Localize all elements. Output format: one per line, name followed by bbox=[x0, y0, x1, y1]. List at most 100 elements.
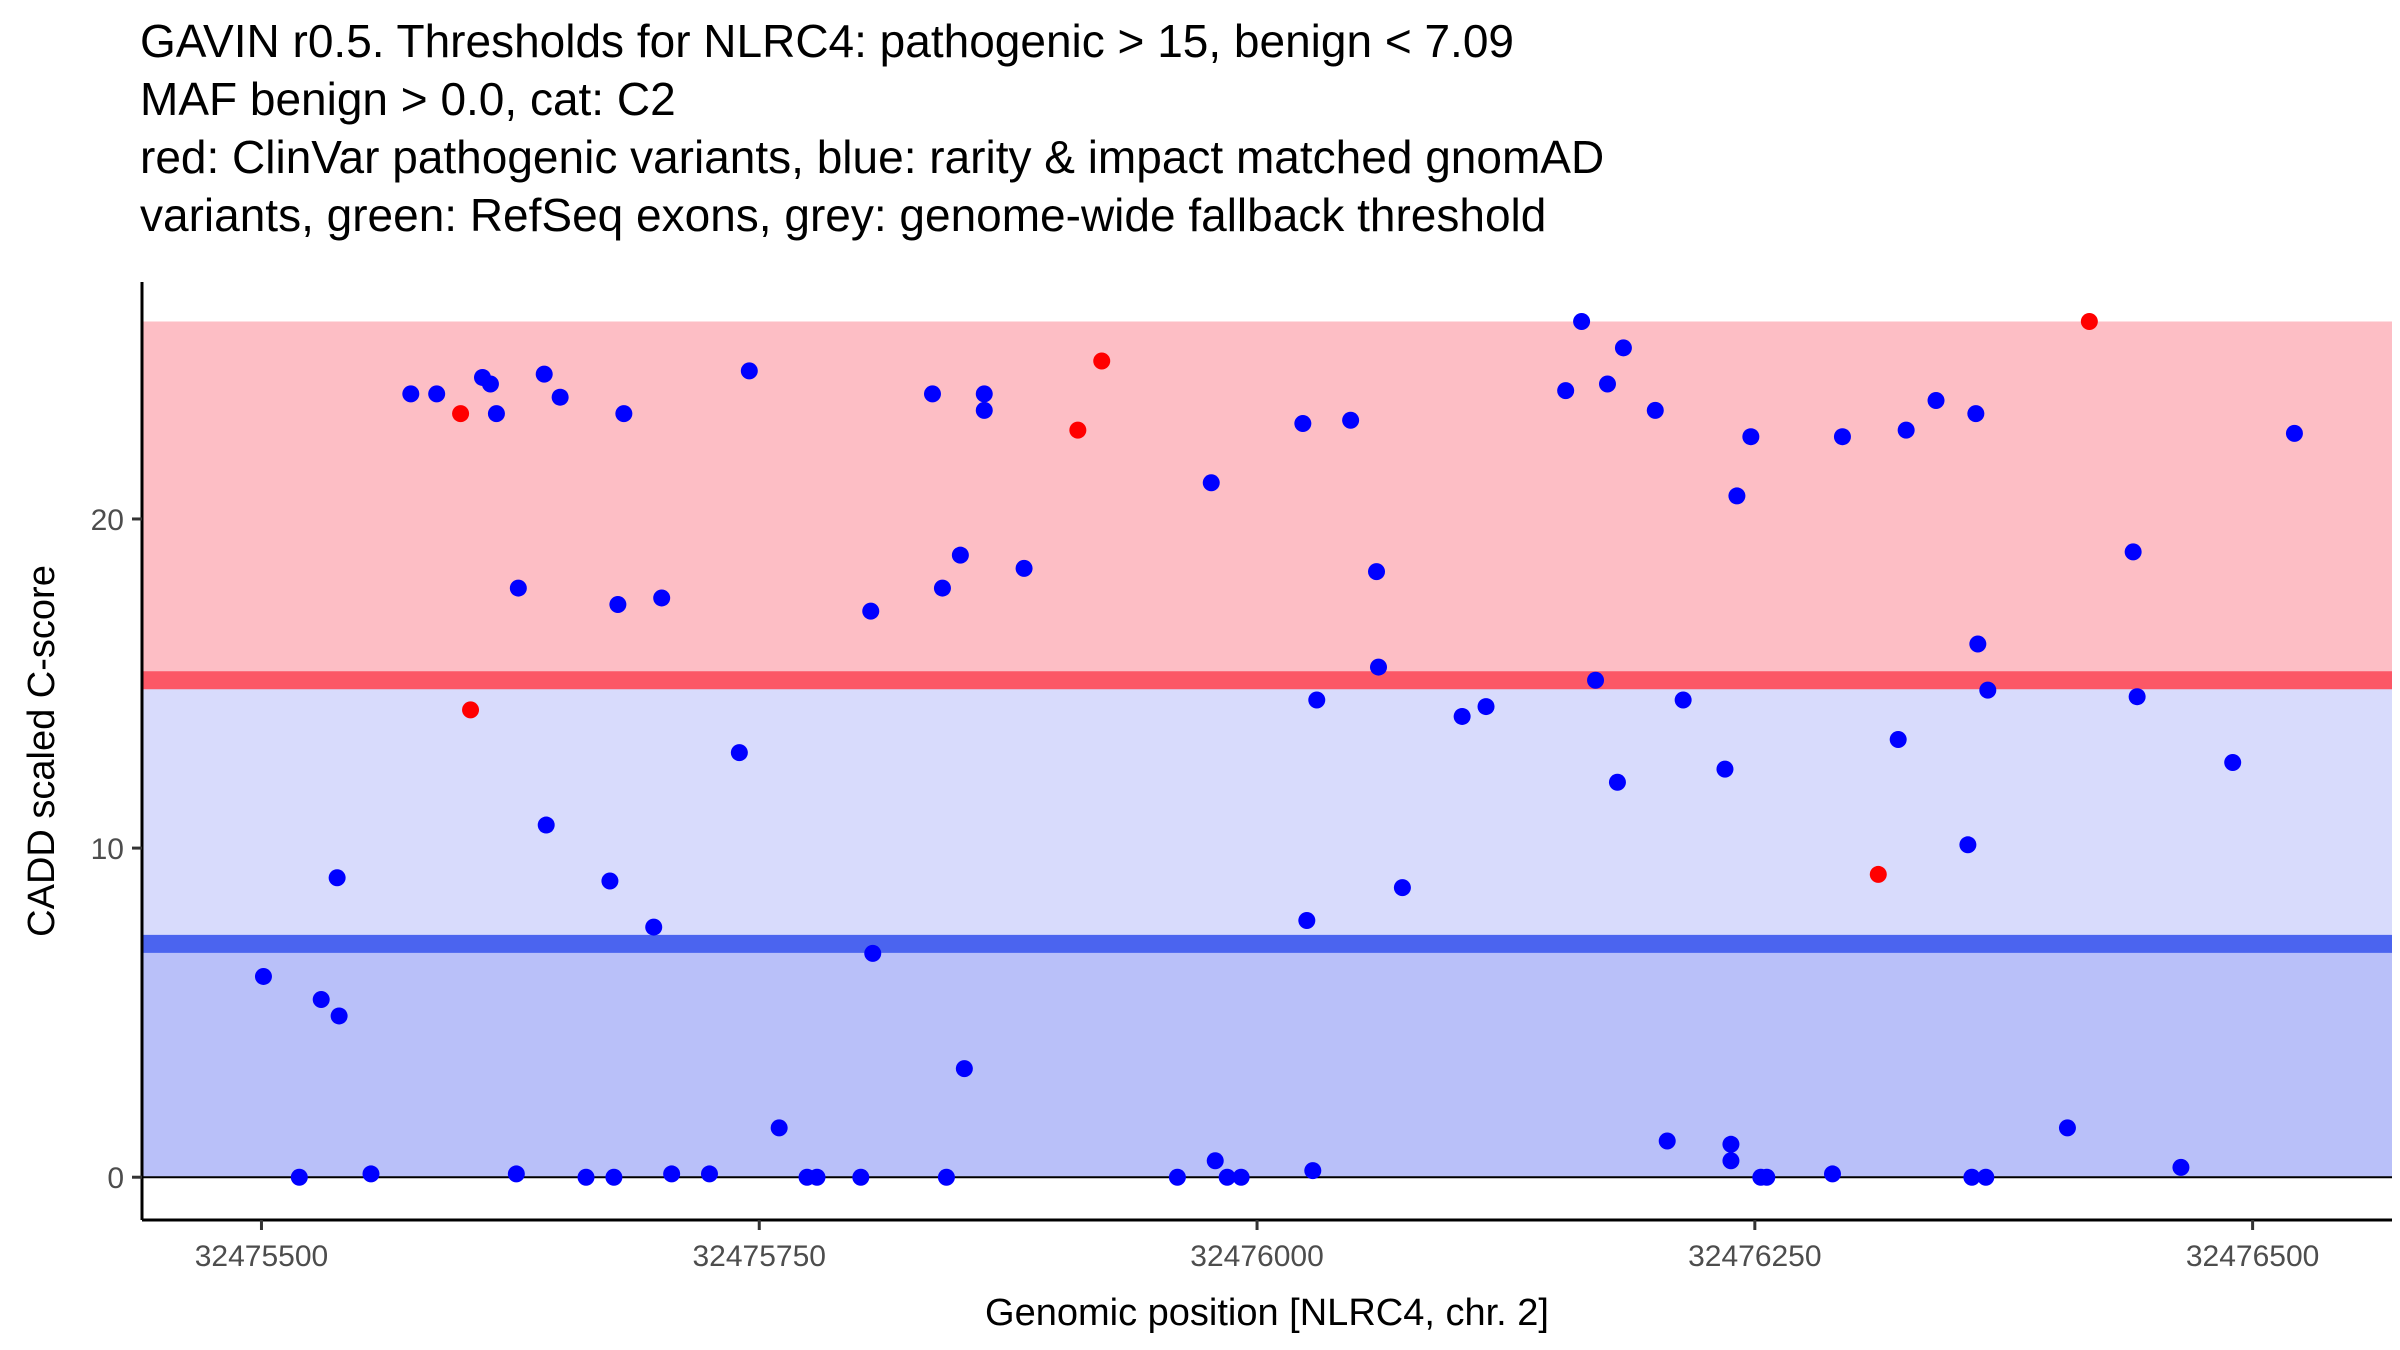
clinvar-point bbox=[1093, 352, 1111, 370]
gnomad-point bbox=[1963, 1168, 1981, 1186]
x-tick-label: 32475750 bbox=[693, 1240, 826, 1273]
gnomad-point bbox=[537, 816, 555, 834]
x-tick-label: 32475500 bbox=[195, 1240, 328, 1273]
gnomad-point bbox=[770, 1119, 788, 1137]
gnomad-point bbox=[290, 1168, 308, 1186]
gnomad-point bbox=[1308, 691, 1326, 709]
gnomad-point bbox=[1833, 428, 1851, 446]
gnomad-point bbox=[2285, 424, 2303, 442]
gnomad-point bbox=[362, 1165, 380, 1183]
gnomad-point bbox=[1674, 691, 1692, 709]
gnomad-point bbox=[1557, 382, 1575, 400]
gnomad-point bbox=[1368, 563, 1386, 581]
gnomad-point bbox=[1370, 658, 1388, 676]
data-points bbox=[254, 312, 2303, 1186]
gnomad-point bbox=[955, 1060, 973, 1078]
y-tick-label: 10 bbox=[91, 833, 124, 866]
gnomad-point bbox=[402, 385, 420, 403]
gnomad-point bbox=[2128, 688, 2146, 706]
gnomad-point bbox=[1728, 487, 1746, 505]
gnomad-point bbox=[1927, 391, 1945, 409]
gnomad-point bbox=[937, 1168, 955, 1186]
gnomad-point bbox=[1722, 1152, 1740, 1170]
gnomad-point bbox=[1393, 879, 1411, 897]
x-axis-label: Genomic position [NLRC4, chr. 2] bbox=[985, 1292, 1549, 1334]
gnomad-point bbox=[975, 401, 993, 419]
gnomad-point bbox=[609, 596, 627, 614]
gnomad-point bbox=[551, 388, 569, 406]
gnomad-point bbox=[2124, 543, 2142, 561]
gnomad-point bbox=[700, 1165, 718, 1183]
gnomad-point bbox=[535, 365, 553, 383]
gnomad-point bbox=[1967, 405, 1985, 423]
y-axis-label: CADD scaled C-score bbox=[21, 565, 63, 937]
x-tick-label: 32476500 bbox=[2186, 1240, 2319, 1273]
gnomad-point bbox=[1218, 1168, 1236, 1186]
gnomad-point bbox=[645, 918, 663, 936]
gnomad-point bbox=[1342, 411, 1360, 429]
gnomad-point bbox=[1573, 312, 1591, 330]
gnomad-point bbox=[1232, 1168, 1250, 1186]
gnomad-point bbox=[1587, 671, 1605, 689]
gnomad-point bbox=[1598, 375, 1616, 393]
benign-band bbox=[142, 943, 2392, 1178]
gnomad-point bbox=[487, 405, 505, 423]
gnomad-point bbox=[1646, 401, 1664, 419]
gnomad-point bbox=[862, 602, 880, 620]
gnomad-point bbox=[852, 1168, 870, 1186]
gnomad-point bbox=[933, 579, 951, 597]
gnomad-point bbox=[1294, 415, 1312, 433]
axes: 32475500 32475750 32476000 32476250 32476500… bbox=[91, 282, 2392, 1273]
gnomad-point bbox=[730, 744, 748, 762]
gnomad-point bbox=[808, 1168, 826, 1186]
intermediate-band bbox=[142, 680, 2392, 944]
gnomad-point bbox=[653, 589, 671, 607]
gnomad-point bbox=[975, 385, 993, 403]
gnomad-point bbox=[1168, 1168, 1186, 1186]
gnomad-point bbox=[601, 872, 619, 890]
y-tick-label: 20 bbox=[91, 504, 124, 537]
gnomad-point bbox=[312, 990, 330, 1008]
gnomad-point bbox=[740, 362, 758, 380]
gnomad-point bbox=[923, 385, 941, 403]
gnomad-point bbox=[328, 869, 346, 887]
gnomad-point bbox=[254, 967, 272, 985]
gnomad-point bbox=[1608, 773, 1626, 791]
gnomad-point bbox=[1722, 1135, 1740, 1153]
gnomad-point bbox=[2058, 1119, 2076, 1137]
title-line-2: MAF benign > 0.0, cat: C2 bbox=[140, 73, 676, 125]
gnomad-point bbox=[2172, 1158, 2190, 1176]
gnomad-point bbox=[864, 944, 882, 962]
clinvar-point bbox=[452, 405, 470, 423]
gnomad-point bbox=[2224, 754, 2242, 772]
gnomad-point bbox=[1298, 911, 1316, 929]
gnomad-point bbox=[1758, 1168, 1776, 1186]
clinvar-point bbox=[1069, 421, 1087, 439]
gnomad-point bbox=[1202, 474, 1220, 492]
pathogenic-band bbox=[142, 321, 2392, 681]
gnomad-point bbox=[1977, 1168, 1995, 1186]
threshold-lines bbox=[142, 671, 2392, 953]
clinvar-point bbox=[2080, 312, 2098, 330]
gnomad-point bbox=[1304, 1162, 1322, 1180]
gnomad-point bbox=[1969, 635, 1987, 653]
clinvar-point bbox=[462, 701, 480, 719]
x-tick-label: 32476000 bbox=[1190, 1240, 1323, 1273]
clinvar-point bbox=[1869, 865, 1887, 883]
gnomad-point bbox=[509, 579, 527, 597]
y-tick-label: 0 bbox=[107, 1162, 124, 1195]
gnomad-point bbox=[951, 546, 969, 564]
gnomad-point bbox=[481, 375, 499, 393]
gnomad-point bbox=[1959, 836, 1977, 854]
gnomad-point bbox=[330, 1007, 348, 1025]
gnomad-point bbox=[1658, 1132, 1676, 1150]
gnomad-point bbox=[1979, 681, 1997, 699]
gnomad-point bbox=[1897, 421, 1915, 439]
gnomad-point bbox=[1206, 1152, 1224, 1170]
gnomad-point bbox=[428, 385, 446, 403]
gnomad-point bbox=[577, 1168, 595, 1186]
gnomad-point bbox=[1742, 428, 1760, 446]
gnomad-point bbox=[1453, 707, 1471, 725]
gnomad-point bbox=[1614, 339, 1632, 357]
